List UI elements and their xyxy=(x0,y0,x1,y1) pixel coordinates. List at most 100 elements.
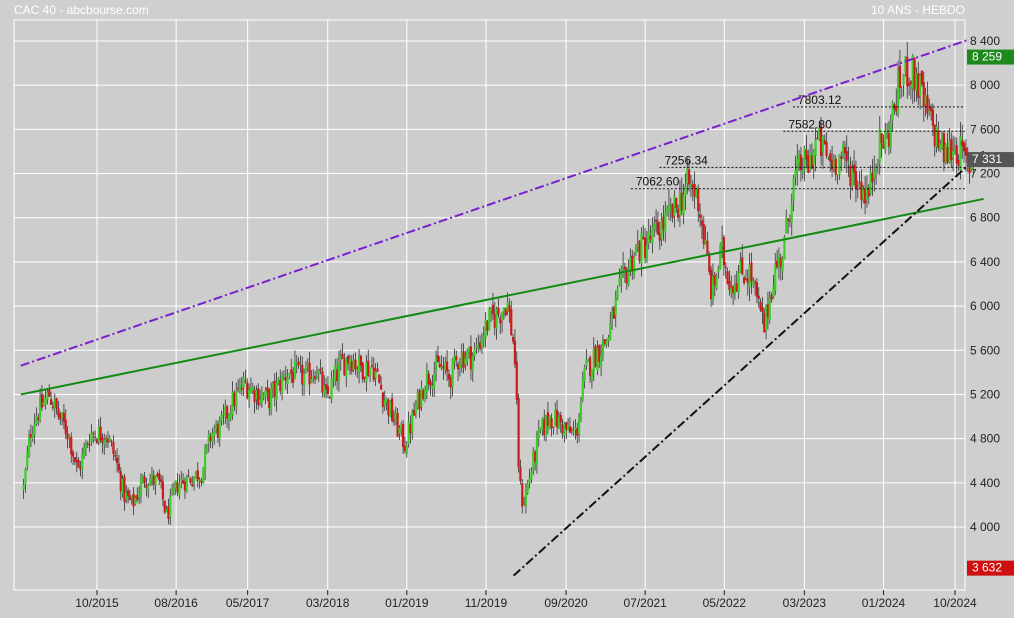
candle-body xyxy=(768,297,771,321)
candle-body xyxy=(46,392,49,400)
candle-body xyxy=(763,312,766,333)
candle-body xyxy=(192,476,196,484)
candle-body xyxy=(849,165,852,186)
candle-body xyxy=(720,239,724,246)
candle-body xyxy=(684,186,687,197)
candle-body xyxy=(805,150,808,160)
candle-body xyxy=(911,55,914,89)
candle-body xyxy=(211,432,214,442)
y-tick-label: 7 200 xyxy=(970,167,1000,181)
trendline-long-support xyxy=(20,197,984,396)
candle-body xyxy=(444,362,447,371)
candle-body xyxy=(764,305,768,331)
candle-body xyxy=(962,142,966,152)
candle-body xyxy=(323,385,326,396)
candle-body xyxy=(568,426,572,433)
candle-body xyxy=(125,492,128,500)
candle-body xyxy=(275,382,278,401)
candle-body xyxy=(933,124,936,147)
candle-body xyxy=(244,380,247,382)
candle-body xyxy=(134,497,137,505)
candle-body xyxy=(524,490,528,506)
y-tick-label: 5 600 xyxy=(970,343,1000,357)
candle-body xyxy=(543,419,546,435)
candle-body xyxy=(616,288,619,299)
candle-body xyxy=(840,156,843,159)
candle-body xyxy=(759,301,762,311)
candle-body xyxy=(942,133,946,163)
candle-body xyxy=(629,256,632,271)
candles xyxy=(22,41,975,525)
candle-body xyxy=(86,443,89,445)
x-tick-label: 11/2019 xyxy=(465,596,508,610)
candle-body xyxy=(511,337,515,342)
candle-body xyxy=(427,373,430,385)
candle-body xyxy=(900,89,903,91)
candle-body xyxy=(645,245,649,261)
candle-body xyxy=(440,366,443,369)
candle-body xyxy=(379,384,383,390)
price-marker xyxy=(967,560,1014,576)
y-tick-label: 4 000 xyxy=(970,520,1000,534)
candle-body xyxy=(741,257,744,275)
candle-body xyxy=(214,424,218,429)
price-marker-label: 7 331 xyxy=(972,152,1002,166)
candle-body xyxy=(957,160,960,166)
candle-body xyxy=(407,421,410,444)
candle-body xyxy=(383,400,386,406)
candle-body xyxy=(357,356,361,373)
candle-body xyxy=(786,218,790,221)
candle-body xyxy=(152,475,155,485)
candle-body xyxy=(108,437,111,442)
candle-body xyxy=(471,356,474,372)
candle-body xyxy=(880,133,883,144)
candle-body xyxy=(535,436,539,465)
candle-body xyxy=(367,360,370,376)
candle-body xyxy=(500,312,504,321)
candle-body xyxy=(874,168,878,171)
candle-body xyxy=(202,467,205,484)
candle-body xyxy=(559,414,562,423)
candle-body xyxy=(832,158,836,170)
candle-body xyxy=(882,143,885,149)
candle-body xyxy=(744,279,748,281)
candle-body xyxy=(343,359,346,376)
candle-body xyxy=(429,381,432,386)
candle-body xyxy=(537,429,540,439)
trendline-upper-channel xyxy=(20,39,967,367)
candle-body xyxy=(940,134,944,148)
candle-body xyxy=(594,346,597,368)
candle-body xyxy=(790,204,793,223)
candle-body xyxy=(198,479,201,481)
candle-body xyxy=(867,187,870,197)
candle-body xyxy=(301,364,304,385)
candle-body xyxy=(552,426,555,428)
candle-body xyxy=(541,418,544,431)
candle-body xyxy=(931,109,935,126)
level-label: 7062.60 xyxy=(636,175,680,189)
candle-body xyxy=(374,371,377,379)
candle-body xyxy=(526,483,529,494)
candle-body xyxy=(387,399,390,416)
candle-body xyxy=(691,184,694,188)
candle-body xyxy=(825,142,828,157)
candle-body xyxy=(944,144,947,163)
candle-body xyxy=(904,56,907,74)
candle-body xyxy=(603,339,606,345)
candle-body xyxy=(414,406,418,414)
candle-body xyxy=(460,352,463,365)
candle-body xyxy=(774,264,777,291)
candle-body xyxy=(687,169,691,185)
x-tick-label: 05/2022 xyxy=(703,596,747,610)
candle-body xyxy=(517,398,520,468)
candle-body xyxy=(451,358,454,387)
candle-body xyxy=(676,208,680,218)
candle-body xyxy=(891,101,894,121)
x-tick-label: 03/2023 xyxy=(783,596,827,610)
candle-body xyxy=(504,308,507,315)
candle-body xyxy=(44,397,47,405)
candle-body xyxy=(95,439,99,443)
candle-body xyxy=(227,414,231,422)
candle-body xyxy=(838,154,841,175)
candle-body xyxy=(808,153,812,171)
